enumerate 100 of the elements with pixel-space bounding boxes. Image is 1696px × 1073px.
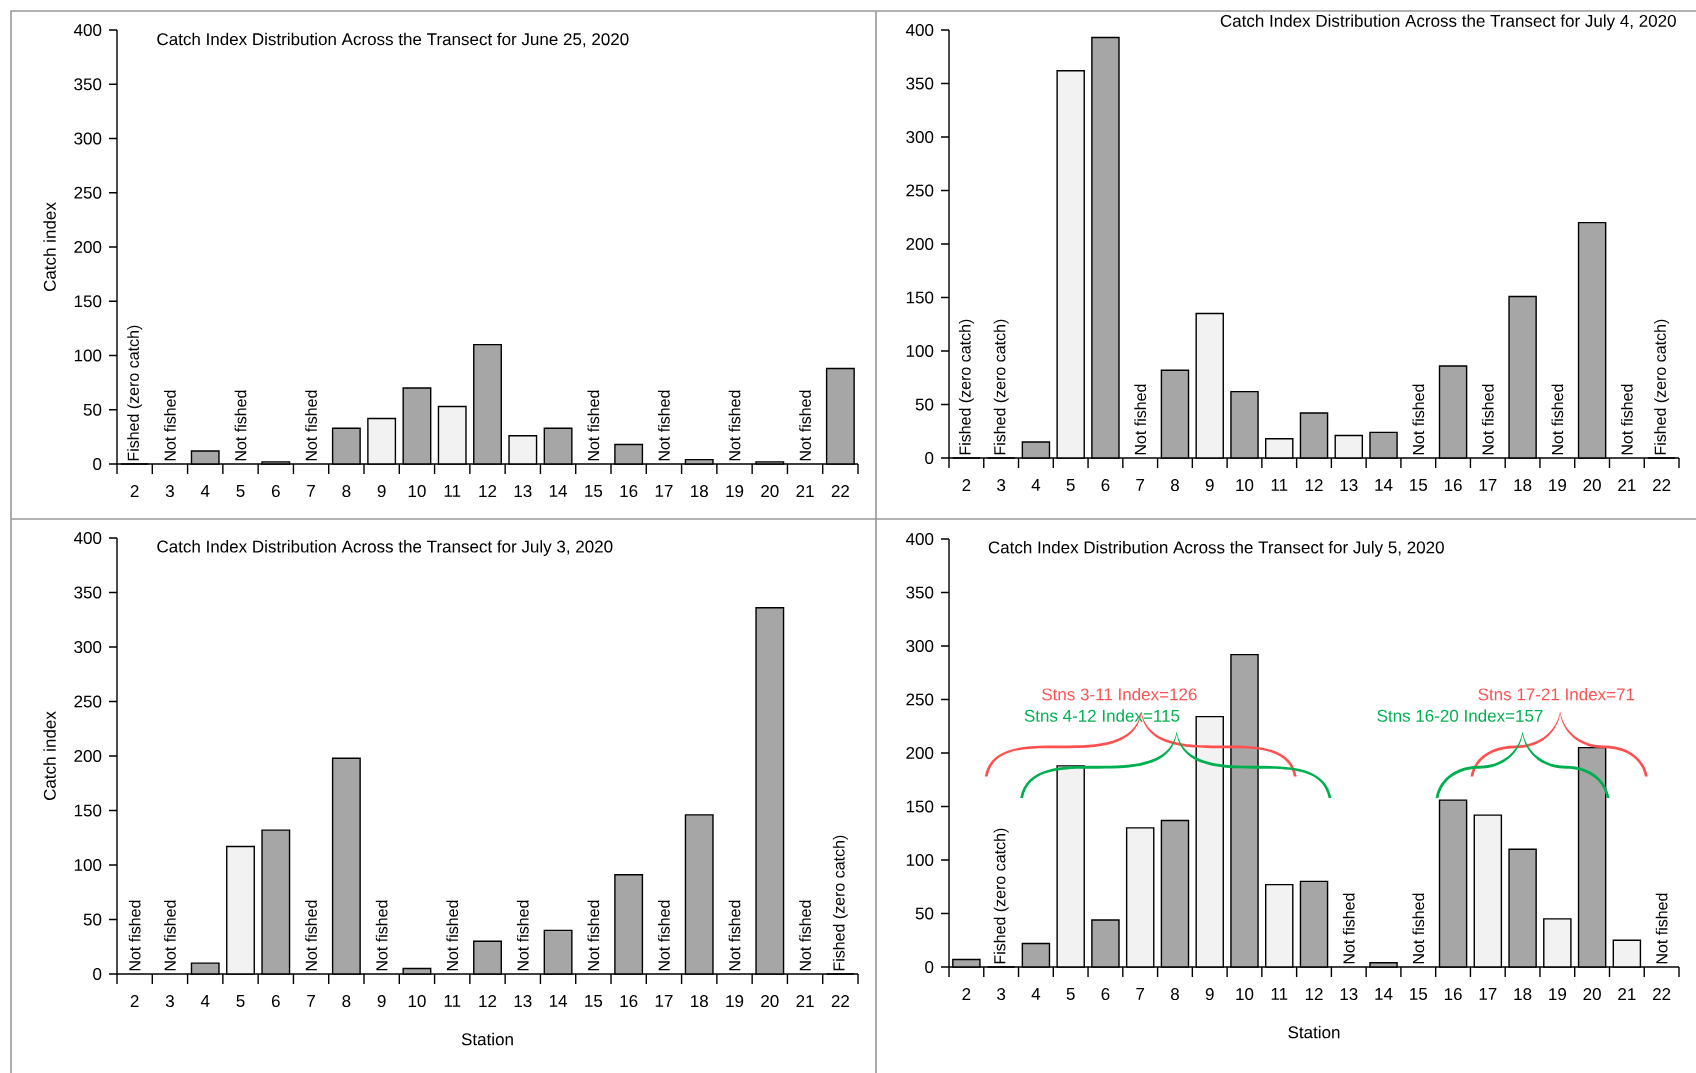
x-tick-label: 7 xyxy=(1136,479,1145,491)
x-tick-label: 9 xyxy=(1205,479,1214,492)
x-tick-label: 13 xyxy=(1340,988,1358,1001)
x-tick-label: 2 xyxy=(130,485,139,497)
annotation: Not fished xyxy=(375,900,388,971)
x-tick-label: 7 xyxy=(307,485,315,497)
annotation: Not fished xyxy=(164,900,176,971)
annotation: Not fished xyxy=(446,900,459,971)
annotation: Not fished xyxy=(305,390,317,461)
x-tick-label: 9 xyxy=(377,995,386,1008)
annotation: Not fished xyxy=(658,390,670,461)
y-tick-label: 50 xyxy=(915,398,934,411)
annotation: Not fished xyxy=(1620,384,1633,455)
x-tick-label: 6 xyxy=(1101,479,1110,492)
x-tick-label: 4 xyxy=(1031,988,1041,1000)
x-tick-label: 11 xyxy=(444,485,461,497)
x-tick-label: 17 xyxy=(1479,479,1497,491)
x-tick-label: 21 xyxy=(1618,479,1636,491)
y-tick-label: 300 xyxy=(906,131,934,144)
y-tick-label: 250 xyxy=(74,186,102,199)
y-tick-label: 150 xyxy=(74,295,102,308)
x-tick-label: 21 xyxy=(796,485,814,497)
x-tick-label: 8 xyxy=(1170,479,1179,492)
x-tick-label: 18 xyxy=(691,995,708,1008)
annotation: Not fished xyxy=(1342,893,1355,964)
annotation: Not fished xyxy=(1412,384,1425,455)
x-tick-label: 16 xyxy=(1444,479,1462,492)
x-tick-label: 17 xyxy=(1479,988,1497,1000)
x-tick-label: 17 xyxy=(655,485,673,497)
annotation: Not fished xyxy=(728,900,741,971)
y-tick-label: 100 xyxy=(74,349,102,362)
y-tick-label: 300 xyxy=(74,132,102,145)
x-tick-label: 15 xyxy=(1410,988,1428,1000)
y-tick-label: 400 xyxy=(73,24,102,37)
x-tick-label: 5 xyxy=(236,485,245,497)
x-tick-label: 7 xyxy=(307,995,315,1007)
x-tick-label: 15 xyxy=(585,485,603,497)
annotation: Not fished xyxy=(799,900,811,971)
y-tick-label: 350 xyxy=(906,77,934,90)
x-tick-label: 3 xyxy=(165,995,174,1008)
x-tick-label: 8 xyxy=(342,995,351,1008)
annotation: Not fished xyxy=(1551,384,1564,455)
y-tick-label: 0 xyxy=(925,961,934,974)
x-tick-label: 10 xyxy=(1236,479,1254,492)
y-tick-label: 100 xyxy=(74,859,102,872)
x-tick-label: 7 xyxy=(1136,988,1145,1000)
x-tick-label: 19 xyxy=(726,995,744,1008)
y-tick-label: 150 xyxy=(906,800,934,813)
x-tick-label: 10 xyxy=(408,995,426,1008)
annotation: Not fished xyxy=(305,900,317,971)
x-tick-label: 11 xyxy=(1271,988,1288,1000)
annotation: Not fished xyxy=(1481,384,1494,455)
x-tick-label: 19 xyxy=(1549,988,1566,1001)
y-tick-label: 250 xyxy=(906,693,934,706)
chart-title: Catch Index Distribution Across the Transect for July 4, 2020 xyxy=(1220,14,1676,31)
x-tick-label: 8 xyxy=(342,485,351,498)
annotation: Not fished xyxy=(128,900,141,971)
x-tick-label: 5 xyxy=(1066,479,1075,491)
x-tick-label: 3 xyxy=(997,988,1006,1001)
x-tick-label: 13 xyxy=(514,485,532,498)
annotation: Not fished xyxy=(728,390,741,461)
x-tick-label: 3 xyxy=(165,485,174,498)
y-tick-label: 150 xyxy=(74,804,102,817)
x-tick-label: 21 xyxy=(796,995,814,1007)
annotation: Not fished xyxy=(799,390,811,461)
y-tick-label: 350 xyxy=(74,586,102,599)
y-tick-label: 300 xyxy=(906,640,934,653)
annotation: Stns 4-12 Index=115 xyxy=(1024,709,1180,722)
annotation: Not fished xyxy=(1134,384,1147,455)
annotation: Fished (zero catch) xyxy=(127,325,143,461)
x-tick-label: 8 xyxy=(1170,988,1179,1001)
y-tick-label: 0 xyxy=(93,968,102,981)
y-tick-label: 150 xyxy=(906,291,934,304)
y-tick-label: 100 xyxy=(906,854,934,867)
y-tick-label: 250 xyxy=(74,695,102,708)
annotation: Stns 17-21 Index=71 xyxy=(1478,687,1635,701)
y-axis-title: Catch index xyxy=(43,711,56,801)
x-tick-label: 19 xyxy=(1549,479,1566,492)
annotation: Fished (zero catch) xyxy=(1654,319,1670,455)
x-tick-label: 18 xyxy=(691,485,708,498)
annotation: Not fished xyxy=(587,390,600,461)
y-tick-label: 50 xyxy=(83,403,102,416)
x-tick-label: 14 xyxy=(549,485,568,497)
annotation: Not fished xyxy=(587,900,600,971)
x-tick-label: 17 xyxy=(655,995,673,1007)
x-tick-label: 16 xyxy=(620,995,638,1008)
x-tick-label: 10 xyxy=(1236,988,1254,1001)
x-tick-label: 22 xyxy=(1653,988,1671,1000)
x-axis-title: Station xyxy=(1288,1025,1340,1039)
x-tick-label: 13 xyxy=(514,995,532,1008)
chart-title: Catch Index Distribution Across the Transect for July 3, 2020 xyxy=(157,540,613,556)
x-tick-label: 22 xyxy=(831,485,849,497)
y-tick-label: 300 xyxy=(74,641,102,654)
x-tick-label: 5 xyxy=(1066,988,1075,1000)
y-tick-label: 400 xyxy=(905,24,934,37)
x-tick-label: 14 xyxy=(1375,479,1393,491)
y-tick-label: 350 xyxy=(906,586,934,599)
x-tick-label: 18 xyxy=(1514,479,1532,492)
x-tick-label: 14 xyxy=(549,995,568,1007)
x-tick-label: 6 xyxy=(271,995,280,1008)
